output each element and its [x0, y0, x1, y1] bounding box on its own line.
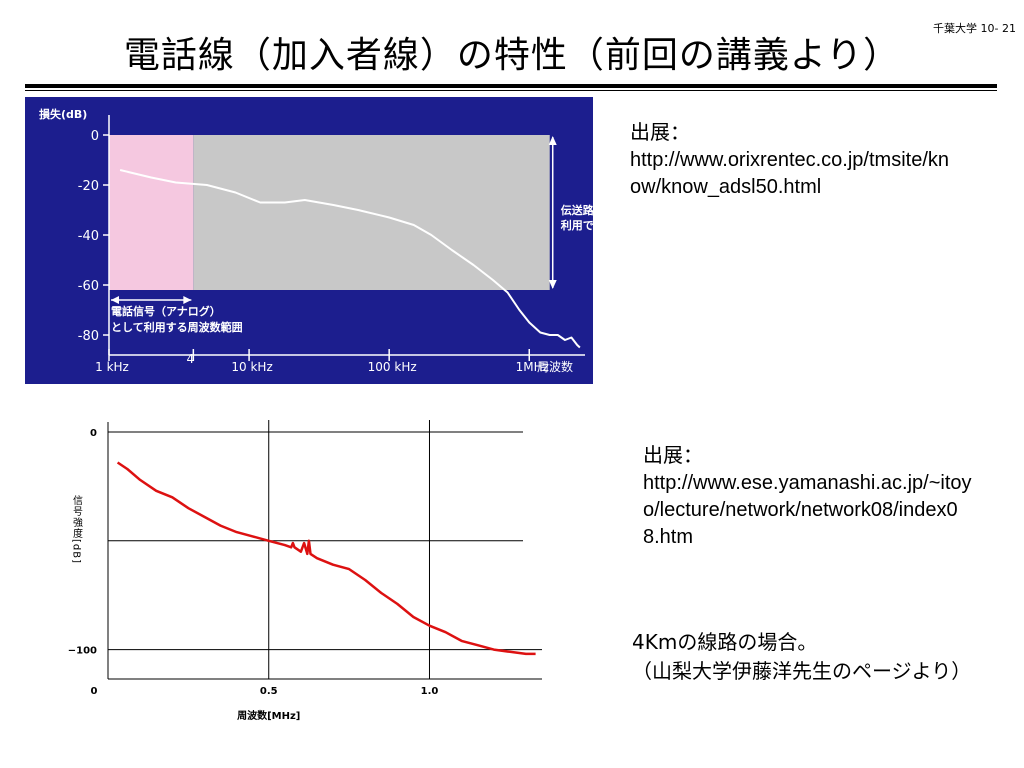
x-tick-label: 10 kHz: [231, 360, 272, 374]
x-tick-label: 0: [91, 686, 98, 697]
y-tick-label: -40: [78, 229, 99, 244]
voice-band-region: [109, 135, 194, 290]
source-label-2: 出展：: [643, 445, 703, 467]
signal-strength-chart: 0 −100 0 0.5 1.0 周波数[MHz] 信号強度[dB]: [68, 420, 542, 722]
y-tick-label: 0: [90, 428, 97, 439]
usable-range-label-2: 利用できる範囲: [561, 218, 593, 232]
y-tick-label: −100: [68, 646, 97, 657]
voice-band-arrowhead-right: [183, 296, 192, 304]
signal-chart-panel: 0 −100 0 0.5 1.0 周波数[MHz] 信号強度[dB]: [60, 405, 555, 725]
source-url-1: http://www.orixrentec.co.jp/tmsite/know/…: [630, 149, 950, 198]
loss-chart-panel: 損失(dB) 0 -20 -40 -60 -80 1 kHz 4 10 kHz 100 kHz 1M…: [25, 97, 638, 384]
voice-band-arrowhead-left: [111, 296, 119, 304]
x-tick-label: 1 kHz: [95, 360, 129, 374]
x-tick-label: 0.5: [260, 686, 278, 697]
line-length-note: 4Kmの線路の場合。 （山梨大学伊藤洋先生のページより）: [632, 628, 972, 686]
x-tick-label: 100 kHz: [368, 360, 417, 374]
source-url-2: http://www.ese.yamanashi.ac.jp/~itoyo/le…: [643, 472, 972, 548]
note-line-2: （山梨大学伊藤洋先生のページより）: [632, 659, 972, 683]
y-axis-label: 損失(dB): [39, 107, 87, 121]
x-tick-label: 1.0: [421, 686, 439, 697]
page-number: 千葉大学 10- 21: [933, 22, 1016, 35]
x-axis-label: 周波数: [537, 359, 573, 374]
title-underline-thin: [25, 90, 997, 91]
loss-curve: [119, 169, 581, 349]
source-citation-1: 出展： http://www.orixrentec.co.jp/tmsite/k…: [630, 120, 960, 201]
x-axis-label: 周波数[MHz]: [237, 709, 300, 722]
signal-curve: [116, 461, 536, 656]
source-label-1: 出展：: [630, 122, 690, 144]
source-citation-2: 出展： http://www.ese.yamanashi.ac.jp/~itoy…: [643, 443, 973, 551]
x-tick-label: 1MHz: [516, 360, 549, 374]
note-line-1: 4Kmの線路の場合。: [632, 630, 818, 654]
x-tick-label: 4: [187, 352, 195, 366]
voice-band-label-2: として利用する周波数範囲: [111, 320, 243, 334]
slide-title: 電話線（加入者線）の特性（前回の講義より）: [123, 35, 901, 76]
y-axis-label: 信号強度[dB]: [71, 495, 83, 564]
usable-range-arrowhead-bottom: [548, 280, 557, 289]
title-underline-thick: [25, 84, 997, 88]
y-tick-label: -20: [78, 179, 99, 194]
y-tick-label: -60: [78, 279, 99, 294]
y-tick-label: 0: [91, 129, 99, 144]
voice-band-label-1: 電話信号（アナログ）: [111, 304, 221, 318]
loss-chart: 損失(dB) 0 -20 -40 -60 -80 1 kHz 4 10 kHz 100 kHz 1M…: [25, 97, 638, 384]
y-tick-label: -80: [78, 329, 99, 344]
usable-range-arrowhead-top: [548, 136, 557, 145]
usable-range-label-1: 伝送路して: [561, 203, 593, 217]
